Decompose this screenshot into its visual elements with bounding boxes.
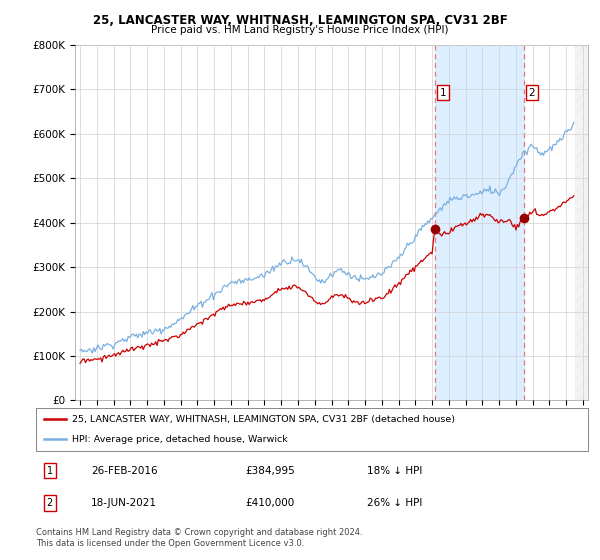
Text: 18-JUN-2021: 18-JUN-2021 <box>91 498 157 508</box>
Text: 1: 1 <box>440 88 446 98</box>
Text: 18% ↓ HPI: 18% ↓ HPI <box>367 466 422 475</box>
Text: Price paid vs. HM Land Registry's House Price Index (HPI): Price paid vs. HM Land Registry's House … <box>151 25 449 35</box>
Text: 2: 2 <box>47 498 53 508</box>
Bar <box>434 45 524 400</box>
Text: £384,995: £384,995 <box>246 466 296 475</box>
Text: HPI: Average price, detached house, Warwick: HPI: Average price, detached house, Warw… <box>72 435 287 444</box>
Bar <box>575 45 588 400</box>
Text: £410,000: £410,000 <box>246 498 295 508</box>
Text: 2: 2 <box>529 88 535 98</box>
Text: 25, LANCASTER WAY, WHITNASH, LEAMINGTON SPA, CV31 2BF: 25, LANCASTER WAY, WHITNASH, LEAMINGTON … <box>92 14 508 27</box>
Text: 26-FEB-2016: 26-FEB-2016 <box>91 466 158 475</box>
Text: 26% ↓ HPI: 26% ↓ HPI <box>367 498 422 508</box>
Text: 25, LANCASTER WAY, WHITNASH, LEAMINGTON SPA, CV31 2BF (detached house): 25, LANCASTER WAY, WHITNASH, LEAMINGTON … <box>72 415 455 424</box>
Text: 1: 1 <box>47 466 53 475</box>
Text: Contains HM Land Registry data © Crown copyright and database right 2024.
This d: Contains HM Land Registry data © Crown c… <box>36 528 362 548</box>
